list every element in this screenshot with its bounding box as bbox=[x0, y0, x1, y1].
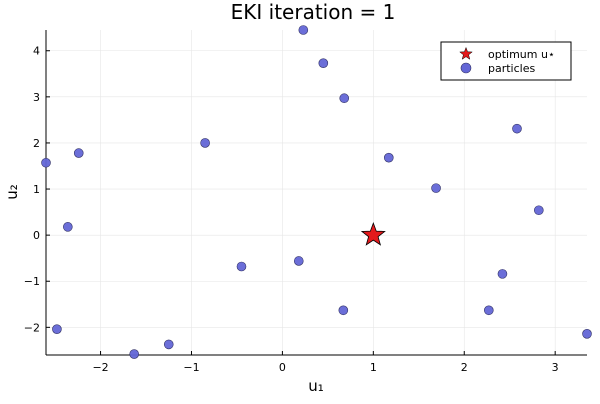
particle-point bbox=[318, 58, 329, 68]
x-tick-label: 0 bbox=[279, 361, 286, 374]
y-tick-label: 3 bbox=[33, 91, 40, 104]
axis-ticks: −2 −1 0 1 2 3 −2 −1 0 1 2 3 4 bbox=[24, 45, 559, 374]
particle-point bbox=[163, 339, 174, 350]
legend-label-particles: particles bbox=[488, 62, 535, 75]
y-tick-label: 1 bbox=[33, 183, 40, 196]
particle-point bbox=[73, 148, 84, 158]
particle-point bbox=[338, 305, 349, 316]
x-tick-label: 1 bbox=[370, 361, 377, 374]
x-tick-label: −1 bbox=[183, 361, 199, 374]
data-points bbox=[41, 25, 592, 359]
particle-point bbox=[293, 256, 304, 266]
x-axis-label: u₁ bbox=[308, 377, 324, 395]
particle-point bbox=[497, 269, 508, 279]
particle-point bbox=[431, 183, 441, 193]
x-tick-label: 3 bbox=[552, 361, 559, 374]
particle-point bbox=[383, 152, 394, 163]
legend-label-optimum: optimum u⋆ bbox=[488, 48, 555, 61]
y-tick-label: 4 bbox=[33, 45, 40, 58]
particle-point bbox=[129, 349, 139, 359]
x-tick-label: −2 bbox=[92, 361, 108, 374]
x-tick-label: 2 bbox=[461, 361, 468, 374]
particle-point bbox=[534, 205, 544, 216]
particle-point bbox=[512, 123, 522, 134]
particle-point bbox=[52, 324, 62, 334]
y-tick-label: −1 bbox=[24, 275, 40, 288]
y-tick-label: −2 bbox=[24, 321, 40, 334]
particle-point bbox=[484, 305, 494, 316]
particle-point bbox=[63, 222, 73, 232]
y-tick-label: 0 bbox=[33, 229, 40, 242]
particle-point bbox=[339, 93, 350, 104]
particle-point bbox=[200, 138, 210, 148]
particle-point bbox=[41, 157, 51, 168]
legend-box bbox=[440, 41, 572, 81]
legend-star-marker bbox=[459, 46, 473, 60]
chart-title: EKI iteration = 1 bbox=[231, 0, 396, 24]
optimum-star bbox=[360, 221, 386, 246]
particle-point bbox=[582, 328, 592, 339]
y-axis-label: u₂ bbox=[3, 184, 21, 200]
legend: optimum u⋆ particles bbox=[440, 41, 572, 81]
y-tick-label: 2 bbox=[33, 137, 40, 150]
particle-point bbox=[298, 25, 309, 35]
legend-circle-marker bbox=[460, 62, 472, 74]
particle-point bbox=[236, 261, 247, 272]
